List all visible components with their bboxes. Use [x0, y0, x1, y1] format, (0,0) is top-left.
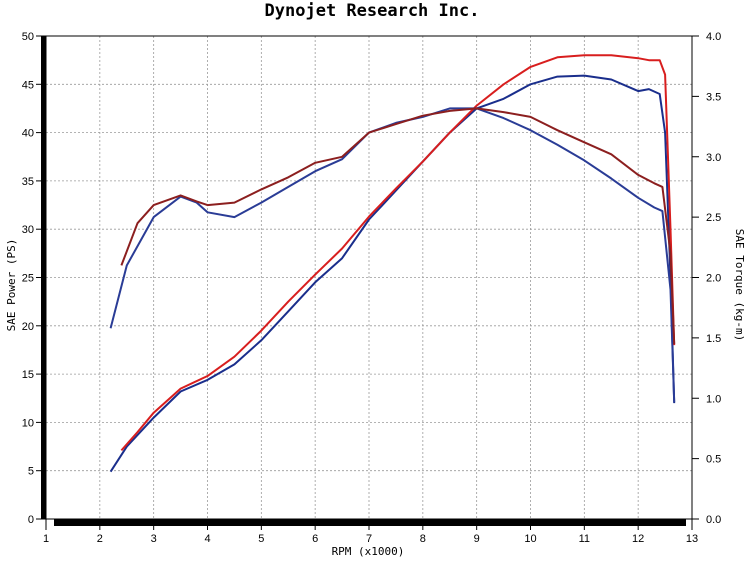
y2-axis-label: SAE Torque (kg-m)	[733, 229, 746, 342]
y2-tick-label: 3.0	[706, 152, 721, 164]
x-tick-label: 11	[579, 533, 590, 545]
y2-axis-ticks: 0.0 0.5 1.0 1.5 2.0 2.5 3.0 3.5 4.0	[692, 31, 721, 526]
y2-tick-label: 2.0	[706, 273, 721, 285]
x-axis-bar	[54, 519, 686, 526]
y2-tick-label: 1.0	[706, 393, 721, 405]
x-tick-label: 5	[258, 533, 264, 545]
x-axis-ticks: 1 2 3 4 5 6 7 8 9 10 11 12 13	[43, 519, 698, 545]
y-tick-label: 50	[22, 31, 34, 43]
x-tick-label: 2	[97, 533, 103, 545]
y2-tick-label: 0.0	[706, 514, 721, 526]
x-tick-label: 8	[420, 533, 426, 545]
y-tick-label: 15	[22, 369, 34, 381]
x-tick-label: 1	[43, 533, 49, 545]
y-tick-label: 20	[22, 321, 34, 333]
chart-title: Dynojet Research Inc.	[265, 1, 480, 21]
y2-tick-label: 1.5	[706, 333, 721, 345]
y2-tick-label: 3.5	[706, 91, 721, 103]
y-axis-ticks: 0 5 10 15 20 25 30 35 40 45 50	[22, 31, 46, 526]
y-tick-label: 35	[22, 176, 34, 188]
y-axis-label: SAE Power (PS)	[5, 239, 18, 332]
y-tick-label: 25	[22, 273, 34, 285]
x-tick-label: 7	[366, 533, 372, 545]
x-tick-label: 9	[474, 533, 480, 545]
x-tick-label: 13	[686, 533, 698, 545]
x-tick-label: 4	[204, 533, 210, 545]
y-tick-label: 10	[22, 417, 34, 429]
x-axis-label: RPM (x1000)	[332, 545, 405, 558]
torque-series-line	[109, 107, 676, 402]
y-tick-label: 30	[22, 224, 34, 236]
x-tick-label: 3	[151, 533, 157, 545]
x-tick-label: 12	[632, 533, 644, 545]
power-series-line	[120, 54, 676, 452]
x-tick-label: 6	[312, 533, 318, 545]
y-tick-label: 5	[28, 466, 34, 478]
power-series-line	[109, 74, 676, 473]
y-tick-label: 40	[22, 128, 34, 140]
torque-series-line	[120, 107, 676, 344]
y-tick-label: 0	[28, 514, 34, 526]
y2-tick-label: 4.0	[706, 31, 721, 43]
x-tick-label: 10	[524, 533, 536, 545]
y2-tick-label: 2.5	[706, 212, 721, 224]
series-lines	[109, 54, 676, 473]
plot-frame	[41, 35, 693, 526]
y2-tick-label: 0.5	[706, 454, 721, 466]
gridlines	[46, 36, 692, 519]
y-tick-label: 45	[22, 79, 34, 91]
